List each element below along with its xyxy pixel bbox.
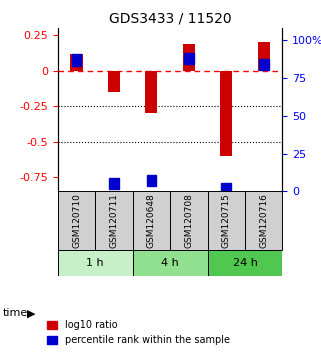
Bar	[184, 53, 194, 64]
FancyBboxPatch shape	[245, 192, 282, 250]
Bar	[221, 183, 231, 194]
Text: GSM120715: GSM120715	[222, 193, 231, 248]
Bar	[108, 71, 120, 92]
Text: 24 h: 24 h	[233, 258, 257, 268]
Text: GSM120711: GSM120711	[109, 193, 118, 248]
Bar	[259, 59, 269, 70]
FancyBboxPatch shape	[58, 192, 95, 250]
FancyBboxPatch shape	[208, 192, 245, 250]
Bar	[72, 55, 81, 66]
FancyBboxPatch shape	[58, 250, 133, 276]
Text: GSM120708: GSM120708	[184, 193, 193, 248]
Bar	[220, 71, 232, 156]
Text: GSM120716: GSM120716	[259, 193, 268, 248]
Text: GSM120710: GSM120710	[72, 193, 81, 248]
Bar	[145, 71, 158, 113]
Bar	[109, 178, 119, 189]
Bar	[146, 175, 156, 187]
FancyBboxPatch shape	[95, 192, 133, 250]
FancyBboxPatch shape	[133, 192, 170, 250]
Text: time: time	[3, 308, 29, 318]
Text: 4 h: 4 h	[161, 258, 179, 268]
Legend: log10 ratio, percentile rank within the sample: log10 ratio, percentile rank within the …	[43, 316, 234, 349]
FancyBboxPatch shape	[133, 250, 208, 276]
Text: ▶: ▶	[27, 308, 36, 318]
Text: GSM120648: GSM120648	[147, 193, 156, 248]
Bar	[183, 44, 195, 71]
Text: 1 h: 1 h	[86, 258, 104, 268]
FancyBboxPatch shape	[170, 192, 208, 250]
Title: GDS3433 / 11520: GDS3433 / 11520	[109, 12, 231, 26]
FancyBboxPatch shape	[208, 250, 282, 276]
Bar	[258, 42, 270, 71]
Bar	[70, 54, 82, 71]
